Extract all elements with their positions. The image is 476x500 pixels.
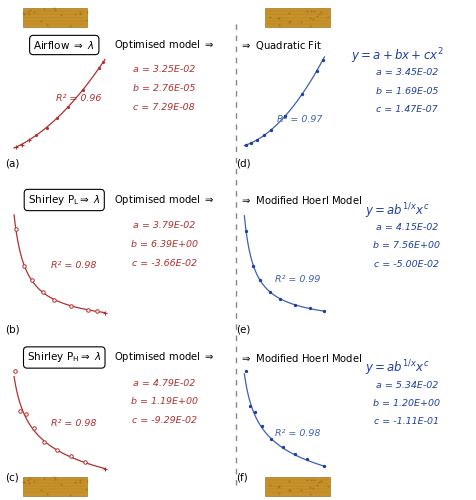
Bar bbox=[266, 476, 329, 496]
Text: (f): (f) bbox=[237, 472, 248, 482]
Text: c = -5.00E-02: c = -5.00E-02 bbox=[375, 260, 439, 269]
Text: Shirley P$_\mathsf{H}$$\Rightarrow$ $\lambda$: Shirley P$_\mathsf{H}$$\Rightarrow$ $\la… bbox=[27, 350, 101, 364]
Bar bbox=[22, 476, 87, 496]
Text: Shirley P$_\mathsf{L}$$\Rightarrow$ $\lambda$: Shirley P$_\mathsf{L}$$\Rightarrow$ $\la… bbox=[28, 193, 100, 207]
Text: b = 1.69E-05: b = 1.69E-05 bbox=[376, 86, 438, 96]
Bar bbox=[266, 8, 329, 27]
Text: a = 3.25E-02: a = 3.25E-02 bbox=[133, 66, 195, 74]
Text: $y = ab^{1/x}x^c$: $y = ab^{1/x}x^c$ bbox=[365, 358, 430, 378]
Text: b = 7.56E+00: b = 7.56E+00 bbox=[374, 242, 440, 250]
Text: b = 1.20E+00: b = 1.20E+00 bbox=[374, 399, 440, 408]
Text: R² = 0.98: R² = 0.98 bbox=[275, 430, 320, 438]
Text: b = 1.19E+00: b = 1.19E+00 bbox=[131, 398, 198, 406]
Text: c = -3.66E-02: c = -3.66E-02 bbox=[132, 258, 197, 268]
Text: a = 4.79E-02: a = 4.79E-02 bbox=[133, 379, 195, 388]
Text: c = 1.47E-07: c = 1.47E-07 bbox=[376, 105, 438, 114]
Text: $\Rightarrow$ Modified Hoerl Model: $\Rightarrow$ Modified Hoerl Model bbox=[240, 352, 363, 364]
Text: (b): (b) bbox=[5, 325, 20, 335]
Text: Optimised model $\Rightarrow$: Optimised model $\Rightarrow$ bbox=[114, 38, 215, 52]
Text: $y = ab^{1/x}x^c$: $y = ab^{1/x}x^c$ bbox=[365, 202, 430, 222]
Text: a = 3.79E-02: a = 3.79E-02 bbox=[133, 222, 195, 230]
Text: c = 7.29E-08: c = 7.29E-08 bbox=[133, 102, 195, 112]
Text: a = 5.34E-02: a = 5.34E-02 bbox=[376, 380, 438, 390]
Text: Optimised model $\Rightarrow$: Optimised model $\Rightarrow$ bbox=[114, 193, 215, 207]
Text: R² = 0.98: R² = 0.98 bbox=[51, 419, 97, 428]
Text: (d): (d) bbox=[237, 159, 251, 169]
Text: c = -9.29E-02: c = -9.29E-02 bbox=[132, 416, 197, 425]
Text: a = 4.15E-02: a = 4.15E-02 bbox=[376, 223, 438, 232]
Bar bbox=[22, 8, 87, 27]
Text: b = 6.39E+00: b = 6.39E+00 bbox=[131, 240, 198, 249]
Text: Airflow $\Rightarrow$ $\lambda$: Airflow $\Rightarrow$ $\lambda$ bbox=[33, 39, 95, 51]
Text: b = 2.76E-05: b = 2.76E-05 bbox=[133, 84, 196, 93]
Text: R² = 0.98: R² = 0.98 bbox=[51, 260, 97, 270]
Text: (a): (a) bbox=[5, 159, 19, 169]
Text: c = -1.11E-01: c = -1.11E-01 bbox=[375, 418, 439, 426]
Text: $y = a + bx + cx^2$: $y = a + bx + cx^2$ bbox=[351, 46, 444, 66]
Text: Optimised model $\Rightarrow$: Optimised model $\Rightarrow$ bbox=[114, 350, 215, 364]
Text: (e): (e) bbox=[237, 325, 251, 335]
Text: $\Rightarrow$ Modified Hoerl Model: $\Rightarrow$ Modified Hoerl Model bbox=[240, 194, 363, 206]
Text: (c): (c) bbox=[5, 472, 19, 482]
Text: R² = 0.96: R² = 0.96 bbox=[56, 94, 101, 103]
Text: R² = 0.99: R² = 0.99 bbox=[275, 276, 320, 284]
Text: $\Rightarrow$ Quadratic Fit: $\Rightarrow$ Quadratic Fit bbox=[240, 38, 322, 52]
Text: a = 3.45E-02: a = 3.45E-02 bbox=[376, 68, 438, 77]
Text: R² = 0.97: R² = 0.97 bbox=[277, 116, 323, 124]
